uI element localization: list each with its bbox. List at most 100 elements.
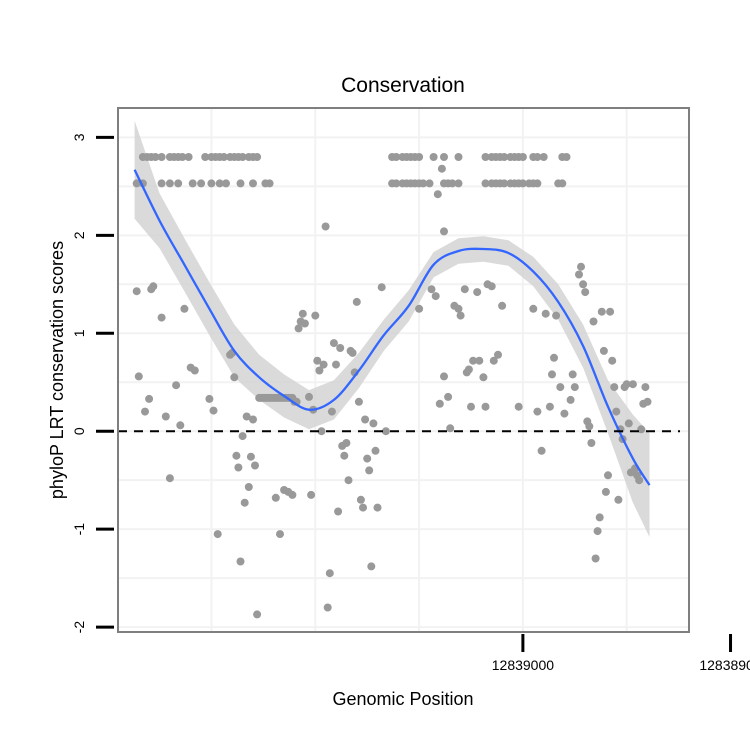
data-point <box>498 301 507 310</box>
data-point <box>558 179 567 188</box>
data-point <box>369 419 378 428</box>
data-point <box>344 476 353 485</box>
data-point <box>249 415 257 424</box>
data-point <box>361 415 370 424</box>
y-tick-label: 2 <box>71 231 87 239</box>
data-point <box>253 610 262 619</box>
data-point <box>329 339 338 348</box>
data-point <box>610 383 619 392</box>
data-point <box>562 153 571 161</box>
data-point <box>454 304 463 313</box>
data-point <box>541 309 550 318</box>
data-point <box>317 427 326 436</box>
data-point <box>190 366 199 375</box>
y-tick-label: -1 <box>71 523 87 536</box>
data-point <box>464 365 473 374</box>
data-point <box>323 603 332 612</box>
data-point <box>157 179 166 188</box>
data-point <box>444 392 453 401</box>
data-point <box>354 397 363 406</box>
data-point <box>381 427 390 436</box>
data-point <box>518 153 527 161</box>
data-point <box>552 311 561 320</box>
data-point <box>178 153 187 161</box>
data-point <box>230 373 239 382</box>
data-point <box>533 407 542 416</box>
data-point <box>494 350 502 359</box>
data-point <box>415 304 424 313</box>
data-point <box>595 513 604 522</box>
data-point <box>365 466 374 475</box>
data-point <box>213 530 222 539</box>
data-point <box>489 356 498 365</box>
data-point <box>608 356 617 365</box>
data-point <box>628 380 637 389</box>
data-point <box>367 562 376 571</box>
data-point <box>236 557 245 566</box>
data-point <box>288 490 297 499</box>
data-point <box>467 402 475 411</box>
data-point <box>591 554 600 563</box>
data-point <box>440 227 448 236</box>
data-point <box>429 153 438 161</box>
data-point <box>622 380 631 389</box>
data-point <box>545 402 554 411</box>
data-point <box>431 292 440 301</box>
data-point <box>433 190 442 199</box>
data-point <box>294 324 303 333</box>
data-point <box>336 344 345 352</box>
data-point <box>481 153 490 161</box>
data-point <box>319 360 328 369</box>
data-point <box>201 153 210 161</box>
data-point <box>234 463 243 472</box>
data-point <box>238 153 247 161</box>
data-point <box>643 397 652 406</box>
data-point <box>579 280 588 289</box>
data-point <box>637 425 646 434</box>
smooth-line <box>133 169 651 486</box>
data-point <box>548 370 556 379</box>
y-tick-label: -2 <box>71 621 87 634</box>
data-point <box>593 527 602 536</box>
data-point <box>570 383 579 392</box>
data-point <box>479 373 488 382</box>
data-point <box>311 311 320 320</box>
data-point <box>205 394 214 403</box>
data-point <box>371 446 380 455</box>
data-point <box>207 179 216 188</box>
data-point <box>537 446 546 455</box>
data-point <box>132 179 141 188</box>
data-point <box>614 495 623 504</box>
data-point <box>556 383 565 392</box>
data-point <box>232 451 241 460</box>
data-point <box>174 179 183 188</box>
data-point <box>141 407 149 416</box>
data-point <box>500 153 509 161</box>
y-tick-label: 1 <box>71 329 87 337</box>
x-tick-label: 12838900 <box>699 657 750 673</box>
data-point <box>149 282 158 291</box>
data-point <box>240 498 249 507</box>
data-point <box>425 179 434 188</box>
data-point <box>145 394 154 403</box>
data-point <box>356 495 365 504</box>
data-point <box>161 412 170 421</box>
data-point <box>251 461 259 470</box>
data-point <box>392 153 401 161</box>
data-point <box>300 319 309 328</box>
data-point <box>585 422 594 431</box>
data-point <box>305 392 313 401</box>
data-point <box>238 432 247 441</box>
data-point <box>539 153 548 161</box>
data-point <box>604 471 612 480</box>
data-point <box>197 179 206 188</box>
data-point <box>249 179 257 188</box>
data-point <box>180 304 189 313</box>
data-point <box>533 153 542 161</box>
confidence-band-layer <box>134 120 650 537</box>
data-point <box>219 153 228 161</box>
data-point <box>276 530 284 539</box>
data-point <box>597 307 606 316</box>
data-point <box>454 179 463 188</box>
